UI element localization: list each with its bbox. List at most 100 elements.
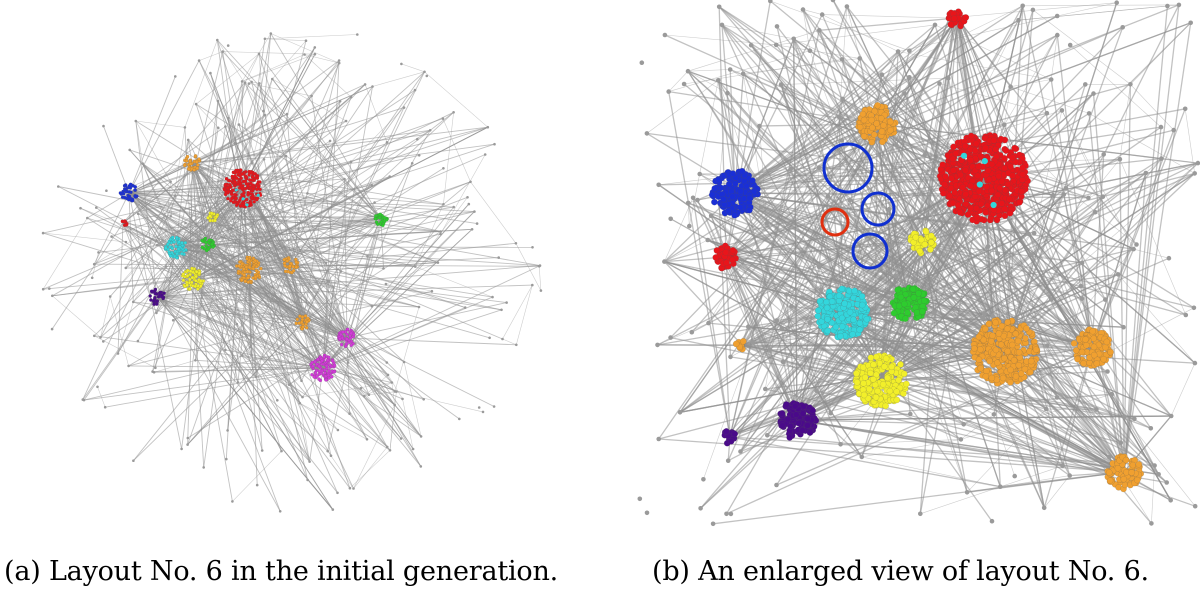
node-clusters bbox=[708, 8, 1144, 493]
edge bbox=[83, 367, 324, 401]
cluster-node bbox=[859, 110, 867, 118]
cluster-node bbox=[1023, 325, 1030, 332]
cluster-node bbox=[729, 170, 737, 177]
cluster-node bbox=[172, 240, 177, 244]
node bbox=[918, 511, 923, 517]
cluster-node bbox=[153, 292, 158, 296]
edge bbox=[873, 391, 1125, 469]
node bbox=[477, 406, 481, 409]
cluster-node bbox=[1015, 361, 1023, 369]
node bbox=[840, 96, 845, 102]
cluster-node bbox=[792, 411, 800, 418]
nodes-grey bbox=[41, 32, 543, 513]
node bbox=[297, 227, 300, 231]
edge bbox=[1123, 172, 1147, 473]
cluster-node bbox=[838, 285, 846, 293]
node bbox=[816, 165, 822, 170]
cluster-node bbox=[967, 204, 975, 212]
cluster-node bbox=[152, 302, 156, 306]
edge bbox=[97, 386, 106, 408]
cluster-node bbox=[248, 202, 253, 206]
edge bbox=[746, 13, 961, 184]
cluster-node bbox=[787, 422, 794, 430]
cluster-node bbox=[863, 315, 871, 323]
cluster-node bbox=[1070, 340, 1078, 347]
edge bbox=[128, 192, 134, 302]
node bbox=[466, 196, 469, 199]
edge bbox=[181, 241, 327, 375]
cluster-node bbox=[123, 188, 127, 192]
edge bbox=[1170, 362, 1196, 417]
node bbox=[666, 89, 671, 94]
node bbox=[442, 203, 445, 206]
cluster-node bbox=[254, 268, 259, 273]
node bbox=[180, 447, 183, 451]
cluster-node bbox=[1001, 354, 1008, 362]
node bbox=[417, 154, 421, 157]
cluster-node bbox=[291, 268, 296, 273]
node bbox=[155, 243, 159, 247]
cluster-node bbox=[851, 287, 858, 295]
edge bbox=[734, 26, 1123, 194]
edge bbox=[346, 302, 507, 339]
edge bbox=[916, 14, 958, 237]
node bbox=[370, 183, 374, 187]
node bbox=[1188, 20, 1193, 26]
node bbox=[819, 12, 825, 17]
node bbox=[233, 141, 237, 145]
cluster-node bbox=[950, 143, 957, 151]
node bbox=[422, 398, 426, 401]
edge bbox=[743, 190, 1013, 345]
cluster-node bbox=[1129, 461, 1137, 469]
node bbox=[758, 204, 764, 210]
cluster-node bbox=[1093, 360, 1101, 367]
cluster-node bbox=[946, 192, 953, 200]
cluster-node bbox=[948, 174, 955, 182]
cluster-node bbox=[804, 415, 811, 423]
edge bbox=[302, 101, 341, 323]
edge bbox=[289, 264, 502, 311]
node bbox=[917, 357, 922, 362]
edge bbox=[210, 216, 349, 341]
node bbox=[1118, 440, 1124, 446]
node bbox=[174, 75, 177, 78]
edge bbox=[125, 162, 190, 190]
node bbox=[349, 95, 353, 99]
edge bbox=[692, 197, 731, 438]
node bbox=[331, 508, 335, 511]
cluster-node bbox=[185, 274, 190, 278]
cluster-node bbox=[859, 301, 866, 309]
node bbox=[847, 198, 852, 203]
cluster-node bbox=[867, 369, 874, 377]
cluster-node bbox=[873, 120, 880, 127]
cluster-node bbox=[234, 176, 239, 180]
edge bbox=[730, 260, 917, 308]
node bbox=[282, 177, 285, 181]
node bbox=[346, 361, 350, 364]
cluster-node bbox=[1027, 368, 1034, 376]
cluster-node bbox=[294, 321, 298, 326]
node bbox=[327, 279, 331, 283]
node bbox=[231, 500, 234, 503]
node bbox=[348, 412, 351, 416]
cluster-node bbox=[176, 247, 181, 251]
edge bbox=[720, 257, 870, 391]
edge bbox=[921, 241, 1083, 264]
edge bbox=[192, 166, 251, 271]
edge bbox=[222, 51, 244, 189]
node bbox=[662, 32, 668, 38]
edge bbox=[299, 402, 368, 440]
node bbox=[800, 7, 806, 12]
cluster-node bbox=[1074, 355, 1081, 363]
node bbox=[92, 262, 96, 266]
cluster-node bbox=[942, 173, 949, 180]
node bbox=[386, 373, 390, 377]
cluster-node bbox=[253, 258, 258, 263]
edge bbox=[342, 221, 383, 339]
edge bbox=[741, 6, 848, 346]
cluster-node bbox=[339, 332, 343, 337]
cluster-node bbox=[248, 186, 253, 190]
cluster-node bbox=[999, 374, 1007, 382]
edge bbox=[274, 218, 382, 257]
edge bbox=[156, 295, 347, 342]
